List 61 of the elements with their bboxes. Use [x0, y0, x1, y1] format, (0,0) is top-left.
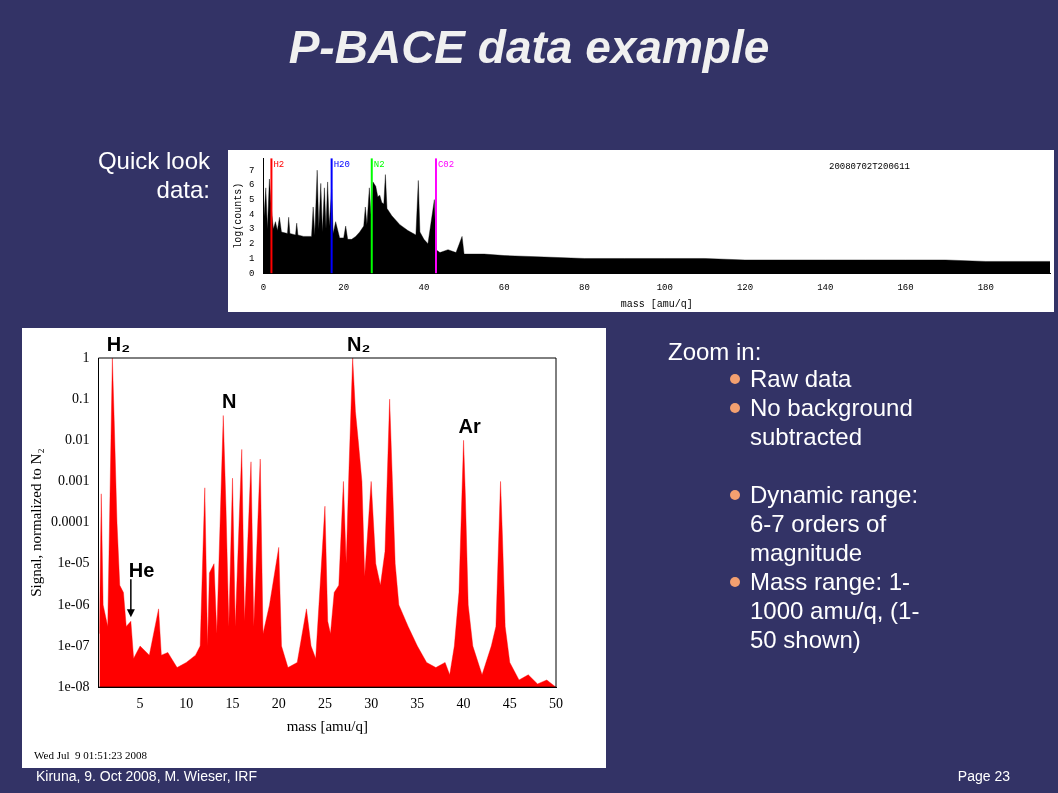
y-tick-label: 7	[248, 165, 255, 176]
y-tick-label: 1e-05	[57, 555, 90, 571]
x-tick-label: 140	[817, 282, 834, 293]
y-tick-label: 0.0001	[51, 514, 90, 530]
x-axis-title: mass [amu/q]	[286, 717, 368, 734]
x-tick-label: 180	[977, 282, 994, 293]
y-tick-label: 0.1	[72, 390, 90, 406]
text: Kiruna, 9. Oct 2008, M. Wieser, IRF	[36, 768, 258, 785]
y-tick-label: 3	[248, 224, 255, 235]
ref-line-label: C02	[437, 160, 455, 171]
text: Zoom in:	[668, 337, 763, 366]
x-tick-label: 60	[498, 282, 510, 293]
y-tick-label: 1e-06	[57, 596, 90, 612]
x-tick-label: 35	[410, 696, 425, 712]
ref-line-label: H2	[273, 160, 285, 171]
x-axis-title: mass [amu/q]	[620, 298, 693, 310]
x-tick-label: 160	[897, 282, 914, 293]
y-tick-label: 1	[82, 349, 90, 365]
x-tick-label: 20	[338, 282, 350, 293]
text: Dynamic range: 6-7 orders of magnitude	[750, 480, 920, 567]
x-tick-label: 120	[736, 282, 754, 293]
text: Wed Jul 9 01:51:23 2008	[34, 749, 148, 762]
x-tick-label: 40	[418, 282, 430, 293]
y-tick-label: 4	[248, 209, 255, 220]
x-tick-label: 50	[549, 696, 563, 712]
y-tick-label: 0	[248, 268, 255, 279]
annotation: N	[222, 390, 237, 413]
x-tick-label: 20	[271, 696, 286, 712]
text: P-BACE data example	[287, 20, 771, 74]
y-axis-title: Signal, normalized to N₂	[27, 448, 44, 597]
annotation: Ar	[458, 414, 481, 437]
text: No background subtracted	[750, 393, 914, 451]
x-tick-label: 40	[456, 696, 471, 712]
x-tick-label: 30	[364, 696, 379, 712]
x-tick-label: 0	[260, 282, 267, 293]
x-tick-label: 80	[579, 282, 590, 293]
y-tick-label: 2	[248, 239, 255, 250]
y-tick-label: 0.001	[58, 473, 90, 489]
y-tick-label: 1e-07	[57, 637, 90, 653]
text: Mass range: 1-1000 amu/q, (1-50 shown)	[750, 567, 921, 654]
y-tick-label: 0.01	[65, 431, 90, 447]
x-tick-label: 100	[656, 282, 673, 293]
x-tick-label: 5	[136, 696, 144, 712]
y-axis-title: log(counts)	[232, 182, 244, 249]
x-tick-label: 25	[317, 696, 332, 712]
x-tick-label: 10	[179, 696, 194, 712]
annotation: He	[128, 558, 155, 581]
annotation: 20080702T200611	[828, 162, 910, 173]
y-tick-label: 1e-08	[57, 678, 90, 694]
text: Page 23	[956, 768, 1010, 785]
annotation: H₂	[106, 332, 131, 355]
text: Quick look data:	[96, 146, 210, 204]
ref-line-label: N2	[373, 160, 385, 171]
y-tick-label: 1	[248, 253, 255, 264]
x-tick-label: 45	[502, 696, 517, 712]
ref-line-label: H20	[333, 160, 350, 171]
x-tick-label: 15	[225, 696, 240, 712]
annotation: N₂	[346, 332, 371, 355]
y-tick-label: 6	[248, 180, 255, 191]
text: Raw data	[750, 364, 853, 393]
y-tick-label: 5	[248, 195, 255, 205]
